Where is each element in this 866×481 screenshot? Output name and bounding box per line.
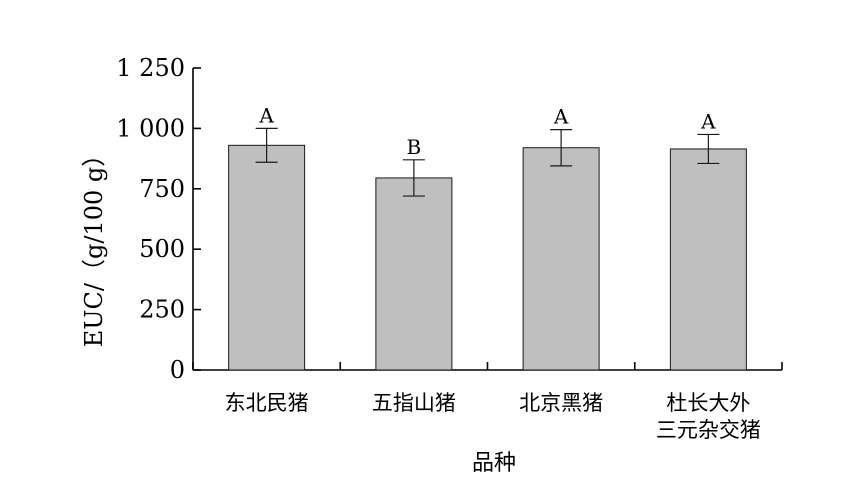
- x-tick-label: 三元杂交猪: [656, 418, 761, 442]
- significance-label: A: [553, 105, 569, 129]
- y-tick-label: 0: [170, 356, 185, 384]
- y-tick-label: 1 000: [116, 114, 185, 142]
- y-axis-title: EUC/（g/100 g）: [80, 143, 108, 347]
- x-tick-label: 五指山猪: [372, 391, 456, 415]
- x-tick-label: 北京黑猪: [519, 391, 603, 415]
- x-tick-label: 杜长大外: [666, 391, 750, 415]
- bar: [375, 177, 453, 371]
- y-tick-label: 250: [139, 296, 185, 324]
- x-axis-title: 品种: [472, 451, 516, 476]
- y-tick-label: 750: [139, 175, 185, 203]
- significance-label: B: [407, 135, 422, 159]
- significance-label: A: [700, 109, 716, 133]
- bar: [522, 147, 600, 371]
- plot-area: 0 250 500 750 1 000 1 250 A 东北民猪 B 五指山猪 A 北京黑猪 A 杜长大外…: [116, 54, 783, 442]
- y-tick-label: 500: [139, 235, 185, 263]
- y-tick-label: 1 250: [116, 54, 185, 82]
- bar: [669, 148, 747, 371]
- x-tick-label: 东北民猪: [225, 391, 309, 415]
- significance-label: A: [258, 103, 274, 127]
- bar: [228, 144, 306, 371]
